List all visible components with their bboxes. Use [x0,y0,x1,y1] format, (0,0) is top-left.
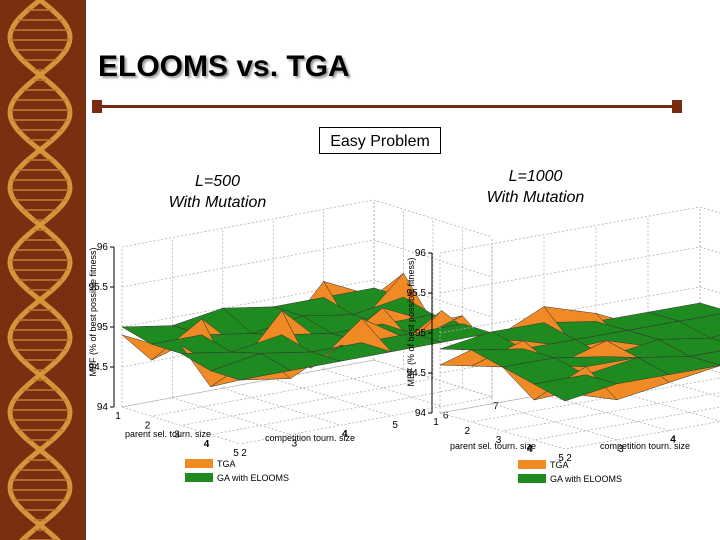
z-tick-label: 94 [415,408,427,419]
grid-floor-line [273,378,392,417]
y-tick-label: 6 [443,410,449,421]
slide-title: ELOOMS vs. TGA [98,50,350,83]
grid-floor-line [121,359,375,408]
z-tick-label: 94 [97,402,109,413]
panel-left-heading: L=500 With Mutation [150,171,285,213]
panel-right-line1: L=1000 [508,168,563,185]
legend-label: TGA [217,459,236,469]
legend-swatch [518,460,546,469]
y-tick-label: 5 [392,420,398,431]
legend-swatch [185,473,213,482]
legend-label: GA with ELOOMS [217,473,289,483]
title-divider [92,100,682,113]
grid-lines [439,206,720,450]
problem-tag: Easy Problem [319,127,441,154]
grid-floor-line [323,369,442,407]
z-tick-label: 95.5 [89,282,109,293]
grid-floor-line [491,403,618,441]
z-axis-title: MBF (% of best possible fitness) [406,257,416,386]
grid-z-line [121,199,493,248]
elooms-surface-patch [533,374,618,402]
panel-right-heading: L=1000 With Mutation [468,166,603,208]
x-axis-title: parent sel. tourn. size [450,441,536,451]
grid-floor-line [533,406,720,441]
z-tick-label: 96 [415,248,427,259]
x-tick-label: 5 [558,453,564,464]
legend-label: TGA [550,460,569,470]
y-tick-label: 3 [292,439,298,450]
surfaces [121,272,493,388]
grid-z-line [439,246,720,294]
panel-left-line2: With Mutation [168,194,267,211]
z-tick-label: 95 [415,328,427,339]
surfaces [439,302,720,402]
z-tick-label: 95 [97,322,109,333]
y-tick-label: 7 [493,401,499,412]
elooms-surface-patch [709,334,720,342]
x-tick-label: 5 [233,448,239,459]
x-tick-label: 4 [527,444,533,455]
x-tick-label: 1 [433,417,439,428]
elooms-surface-patch [209,353,292,381]
grid-floor-line [210,387,463,436]
y-tick-label: 4 [670,435,676,446]
x-tick-label: 4 [204,439,210,450]
grid-floor-line [699,366,720,374]
y-tick-label: 3 [618,444,624,455]
x-tick-label: 1 [115,411,121,422]
y-axis-title: competition tourn. size [265,433,355,443]
z-tick-label: 95.5 [407,288,427,299]
grid-floor-line [564,421,720,450]
x-tick-label: 3 [174,430,180,441]
grid-floor-line [239,396,493,445]
y-tick-label: 2 [566,453,572,464]
legend-swatch [185,459,213,468]
grid-z-line [439,206,720,254]
grid-floor-line [502,392,720,432]
y-axis-title: competition tourn. size [600,441,690,451]
dna-helix-decoration [0,0,86,540]
z-tick-label: 96 [97,242,109,253]
legend-swatch [518,474,546,483]
z-axis-title: MBF (% of best possible fitness) [88,247,98,376]
panel-right-line2: With Mutation [486,189,585,206]
x-tick-label: 3 [496,435,502,446]
x-tick-label: 2 [464,426,470,437]
x-tick-label: 2 [145,420,151,431]
panel-left-line1: L=500 [195,173,240,190]
y-tick-label: 4 [342,429,348,440]
x-axis-title: parent sel. tourn. size [125,429,211,439]
legend-label: GA with ELOOMS [550,474,622,484]
z-tick-label: 94.5 [89,362,109,373]
grid-floor-line [151,368,404,417]
z-tick-label: 94.5 [407,368,427,379]
y-tick-label: 2 [241,448,247,459]
grid-floor-line [180,378,434,426]
grid-z-line [121,239,493,288]
grid-floor-line [471,377,720,423]
